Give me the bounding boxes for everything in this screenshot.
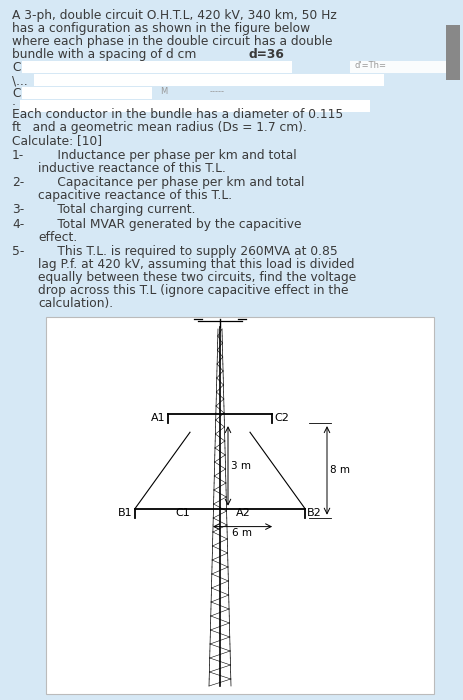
Text: ft   and a geometric mean radius (Ds = 1.7 cm).: ft and a geometric mean radius (Ds = 1.7… [12, 121, 306, 134]
Text: d=36: d=36 [249, 48, 284, 61]
Text: drop across this T.L (ignore capacitive effect in the: drop across this T.L (ignore capacitive … [38, 284, 348, 297]
Bar [22, 61, 291, 73]
Text: A2: A2 [236, 508, 250, 517]
Text: Calculate: [10]: Calculate: [10] [12, 134, 102, 147]
Bar [34, 74, 383, 86]
Text: Inductance per phase per km and total: Inductance per phase per km and total [38, 149, 296, 162]
Text: B1: B1 [118, 508, 133, 517]
Text: -----: ----- [210, 87, 225, 96]
Text: Total MVAR generated by the capacitive: Total MVAR generated by the capacitive [38, 218, 301, 231]
Text: equally between these two circuits, find the voltage: equally between these two circuits, find… [38, 271, 356, 284]
Text: 3 m: 3 m [231, 461, 250, 471]
Bar [349, 61, 449, 73]
Text: effect.: effect. [38, 231, 77, 244]
Text: Capacitance per phase per km and total: Capacitance per phase per km and total [38, 176, 304, 189]
Text: C: C [12, 61, 20, 74]
Text: calculation).: calculation). [38, 297, 113, 310]
Text: M: M [160, 87, 167, 96]
Text: A 3-ph, double circuit O.H.T.L, 420 kV, 340 km, 50 Hz: A 3-ph, double circuit O.H.T.L, 420 kV, … [12, 9, 336, 22]
Text: Total charging current.: Total charging current. [38, 203, 195, 216]
Text: C: C [12, 87, 20, 100]
Text: A1: A1 [151, 413, 166, 424]
Text: inductive reactance of this T.L.: inductive reactance of this T.L. [38, 162, 225, 175]
Bar [46, 316, 433, 694]
Text: 1-: 1- [12, 149, 24, 162]
Text: This T.L. is required to supply 260MVA at 0.85: This T.L. is required to supply 260MVA a… [38, 245, 337, 258]
Text: d'=Th=: d'=Th= [354, 61, 386, 70]
Text: C2: C2 [274, 413, 288, 424]
Text: bundle with a spacing of d cm: bundle with a spacing of d cm [12, 48, 200, 61]
Text: \...: \... [12, 74, 28, 87]
Bar [445, 25, 459, 80]
Text: 3-: 3- [12, 203, 24, 216]
Text: 6 m: 6 m [232, 528, 252, 538]
Bar [22, 87, 152, 99]
Text: Each conductor in the bundle has a diameter of 0.115: Each conductor in the bundle has a diame… [12, 108, 343, 121]
Text: where each phase in the double circuit has a double: where each phase in the double circuit h… [12, 35, 332, 48]
Text: 4-: 4- [12, 218, 24, 231]
Text: lag P.f. at 420 kV, assuming that this load is divided: lag P.f. at 420 kV, assuming that this l… [38, 258, 354, 271]
Text: capacitive reactance of this T.L.: capacitive reactance of this T.L. [38, 189, 232, 202]
Text: 5-: 5- [12, 245, 25, 258]
Text: :: : [12, 100, 16, 113]
Text: B2: B2 [307, 508, 321, 517]
Text: C1: C1 [175, 508, 189, 517]
Bar [20, 100, 369, 112]
Text: 2-: 2- [12, 176, 24, 189]
Text: has a configuration as shown in the figure below: has a configuration as shown in the figu… [12, 22, 309, 35]
Text: 8 m: 8 m [329, 466, 349, 475]
